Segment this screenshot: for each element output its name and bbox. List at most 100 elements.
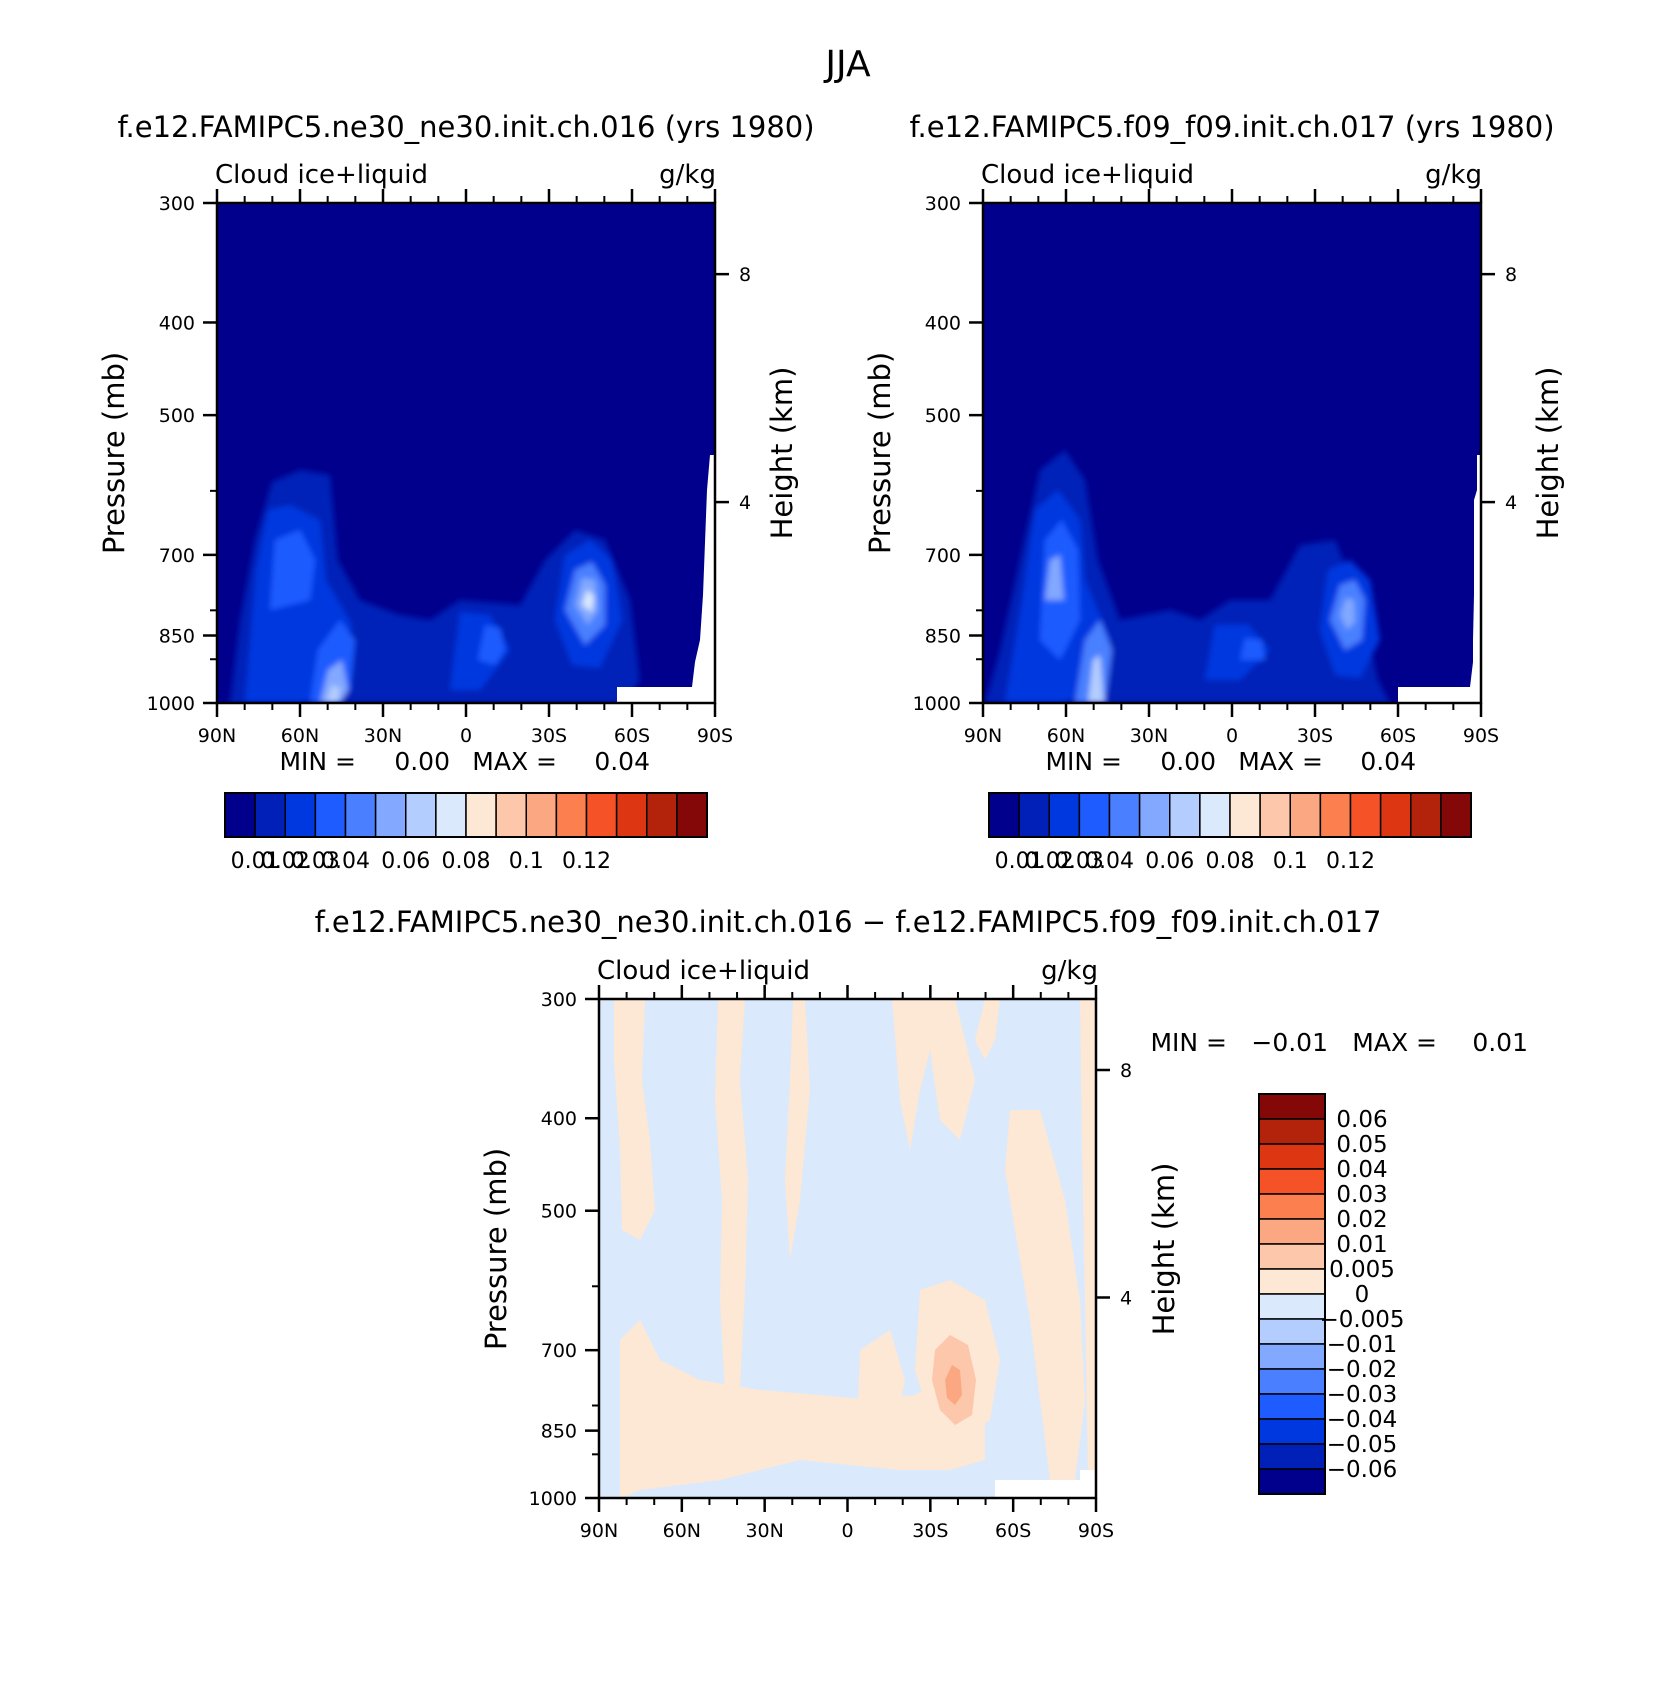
x-tick-label: 30N xyxy=(745,1520,783,1542)
colorbar-box xyxy=(1258,1243,1326,1270)
colorbar-label: 0.01 xyxy=(231,849,280,874)
x-tick-label: 90S xyxy=(697,725,733,747)
colorbar-label: 0.1 xyxy=(509,849,544,874)
colorbar-label: 0.005 xyxy=(1329,1257,1395,1283)
colorbar-box xyxy=(1078,792,1111,838)
variable-label: Cloud ice+liquid xyxy=(597,956,810,986)
y2-tick-label: 8 xyxy=(739,264,751,286)
y-axis-label: Pressure (mb) xyxy=(97,352,131,554)
positive-region xyxy=(620,1320,985,1498)
min-label: MIN = xyxy=(1045,747,1122,776)
colorbar-box xyxy=(1410,792,1442,838)
positive-region xyxy=(1080,999,1096,1480)
colorbar-label: −0.02 xyxy=(1327,1357,1397,1383)
colorbar-box xyxy=(1258,1443,1326,1470)
colorbar-label: 0.06 xyxy=(1145,849,1194,874)
panel-top-left: f.e12.FAMIPC5.ne30_ne30.init.ch.016 (yrs… xyxy=(97,110,815,874)
plot-area xyxy=(217,203,715,703)
y2-axis-label: Height (km) xyxy=(765,367,799,540)
x-tick-label: 60N xyxy=(663,1520,701,1542)
x-tick-label: 0 xyxy=(460,725,472,747)
colorbar-label: 0.06 xyxy=(381,849,430,874)
colorbar-label: 0.05 xyxy=(1336,1132,1387,1158)
colorbar-label: 0.03 xyxy=(1055,849,1104,874)
min-value: 0.00 xyxy=(1160,747,1216,776)
max-value: 0.04 xyxy=(594,747,650,776)
colorbar-box xyxy=(1258,1368,1326,1395)
y-axis-left: 300 400 500 700 850 1000 xyxy=(913,193,983,715)
colorbar-frame xyxy=(224,792,708,838)
colorbar-label: 0.04 xyxy=(321,849,370,874)
colorbar-box xyxy=(405,792,437,838)
y-tick-label: 400 xyxy=(159,312,195,334)
colorbar-label: 0.06 xyxy=(1336,1107,1387,1133)
contour-0.035 xyxy=(1340,598,1355,630)
x-tick-label: 30N xyxy=(1130,725,1168,747)
y-tick-label: 850 xyxy=(159,626,195,648)
colorbar-box xyxy=(254,792,286,838)
y2-axis-label: Height (km) xyxy=(1531,367,1565,540)
x-tick-label: 30S xyxy=(1297,725,1333,747)
positive-region xyxy=(1005,1110,1085,1480)
y-tick-label: 700 xyxy=(925,545,961,567)
colorbar-box xyxy=(1258,1168,1326,1195)
y-tick-label: 700 xyxy=(541,1340,577,1362)
max-label: MAX = xyxy=(472,747,557,776)
x-tick-label: 90N xyxy=(198,725,236,747)
colorbar-box xyxy=(1289,792,1322,838)
panel-title: f.e12.FAMIPC5.f09_f09.init.ch.017 (yrs 1… xyxy=(909,110,1554,144)
colorbar-label: −0.06 xyxy=(1327,1457,1397,1483)
panel-title: f.e12.FAMIPC5.ne30_ne30.init.ch.016 (yrs… xyxy=(117,110,814,144)
y2-tick-label: 4 xyxy=(1505,492,1517,514)
x-tick-label: 90S xyxy=(1078,1520,1114,1542)
x-tick-label: 60S xyxy=(614,725,650,747)
positive-region xyxy=(715,999,748,1395)
y-tick-label: 1000 xyxy=(913,693,961,715)
y-tick-label: 500 xyxy=(925,405,961,427)
x-axis: 90N 60N 30N 0 30S 60S 90S xyxy=(964,189,1499,747)
colorbar-box xyxy=(1379,792,1412,838)
colorbar-label: 0.04 xyxy=(1085,849,1134,874)
colorbar-label: 0.12 xyxy=(562,849,611,874)
x-tick-label: 30N xyxy=(364,725,402,747)
x-tick-label: 30S xyxy=(912,1520,948,1542)
y-tick-label: 300 xyxy=(541,989,577,1011)
colorbar: 0.060.050.040.030.020.010.0050−0.005−0.0… xyxy=(1258,1093,1405,1495)
colorbar-label: 0.03 xyxy=(1336,1182,1387,1208)
colorbar-box xyxy=(615,792,648,838)
colorbar-label: 0.01 xyxy=(1336,1232,1387,1258)
topography-mask xyxy=(1398,455,1481,703)
colorbar-label: 0.1 xyxy=(1273,849,1308,874)
max-value: 0.01 xyxy=(1472,1028,1528,1057)
panel-top-right: f.e12.FAMIPC5.f09_f09.init.ch.017 (yrs 1… xyxy=(863,110,1565,874)
y-tick-label: 400 xyxy=(541,1108,577,1130)
contour-0.03b xyxy=(478,625,505,665)
colorbar-box xyxy=(1349,792,1382,838)
y2-axis-label: Height (km) xyxy=(1147,1163,1181,1336)
colorbar-box xyxy=(1199,792,1231,838)
colorbar-box xyxy=(1048,792,1081,838)
units-label: g/kg xyxy=(1041,956,1098,986)
colorbar-label: 0.08 xyxy=(442,849,491,874)
colorbar-label: 0.02 xyxy=(1336,1207,1387,1233)
colorbar-box xyxy=(344,792,377,838)
colorbar-box xyxy=(1138,792,1171,838)
colorbar-label: 0.03 xyxy=(291,849,340,874)
colorbar-box xyxy=(1258,1468,1326,1495)
colorbar-box xyxy=(646,792,678,838)
colorbar-box xyxy=(314,792,347,838)
colorbar-label: 0.08 xyxy=(1206,849,1255,874)
colorbar-box xyxy=(1108,792,1141,838)
x-tick-label: 60N xyxy=(281,725,319,747)
colorbar-box xyxy=(1258,1293,1326,1320)
positive-region xyxy=(892,999,975,1150)
panel-title: f.e12.FAMIPC5.ne30_ne30.init.ch.016 − f.… xyxy=(315,905,1382,939)
units-label: g/kg xyxy=(659,160,716,190)
positive-region-0.01 xyxy=(945,1365,962,1405)
positive-region xyxy=(975,999,1000,1060)
y2-tick-label: 4 xyxy=(1120,1287,1132,1309)
y-tick-label: 400 xyxy=(925,312,961,334)
colorbar-frame xyxy=(1258,1093,1326,1495)
contour-0.035b xyxy=(1045,555,1064,600)
colorbar-box xyxy=(1018,792,1050,838)
